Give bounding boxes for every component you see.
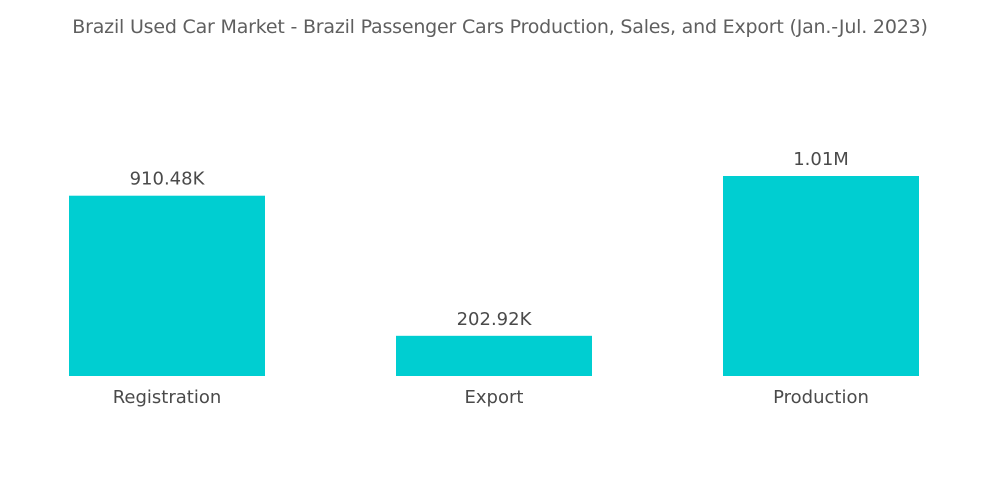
category-label-production: Production xyxy=(773,387,869,408)
data-label-production: 1.01M xyxy=(793,149,849,170)
bar-registration xyxy=(69,195,265,376)
data-label-export: 202.92K xyxy=(457,309,533,330)
category-label-registration: Registration xyxy=(113,387,222,408)
category-labels-layer: Registration Export Production xyxy=(113,387,869,408)
data-label-registration: 910.48K xyxy=(130,169,206,190)
category-label-export: Export xyxy=(465,387,524,408)
chart-title: Brazil Used Car Market - Brazil Passenge… xyxy=(72,16,928,38)
bar-production xyxy=(723,176,919,376)
value-labels-layer: 910.48K 202.92K 1.01M xyxy=(130,149,849,330)
bars-layer xyxy=(69,176,919,376)
bar-export xyxy=(396,335,592,376)
